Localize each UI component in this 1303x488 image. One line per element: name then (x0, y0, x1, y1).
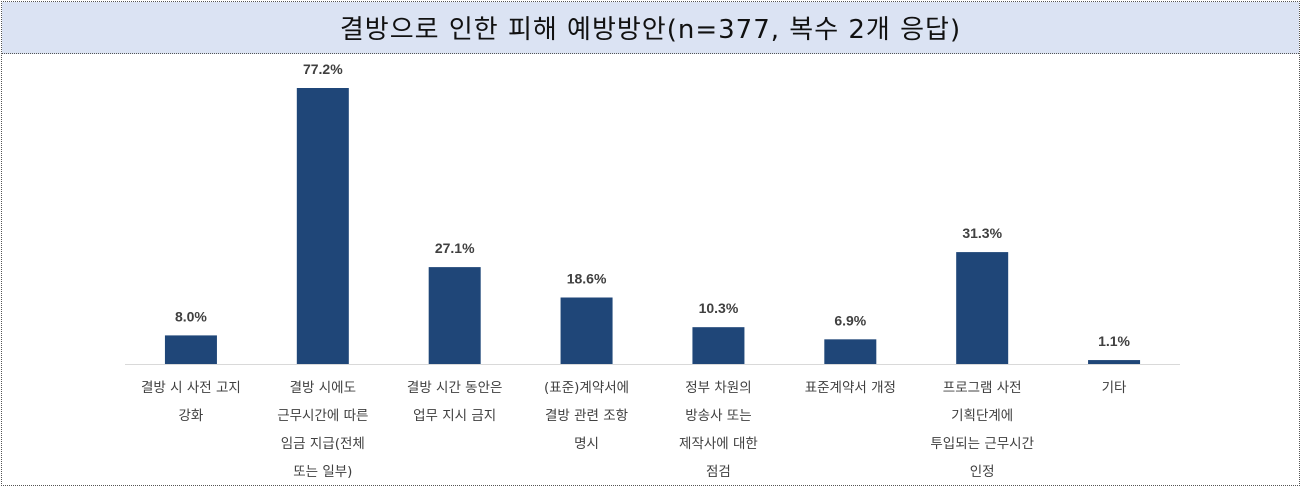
category-label-line: 임금 지급(전체 (281, 436, 365, 452)
category-label-line: 명시 (574, 436, 599, 452)
category-label-line: 표준계약서 개정 (805, 380, 896, 396)
value-label-2: 77.2% (303, 61, 343, 77)
bar-5 (692, 327, 745, 364)
category-label-line: 프로그램 사전 (943, 380, 1022, 396)
bar-6 (824, 339, 877, 364)
category-label-line: 제작사에 대한 (679, 436, 758, 452)
category-label-line: 결방 시간 동안은 (407, 380, 503, 396)
category-label-line: 정부 차원의 (685, 380, 751, 396)
category-label-line: 업무 지시 금지 (413, 408, 496, 424)
category-label-line: 또는 일부) (293, 464, 352, 480)
bar-8 (1088, 360, 1141, 364)
value-label-1: 8.0% (175, 308, 207, 324)
category-label-line: 인정 (970, 464, 995, 480)
value-label-7: 31.3% (962, 225, 1002, 241)
category-label-8: 기타 (1102, 380, 1127, 396)
bar-4 (560, 297, 613, 364)
value-labels-group: 8.0% 77.2% 27.1% 18.6% 10.3% 6.9% 31.3% 1.1% (175, 61, 1131, 349)
category-label-line: 방송사 또는 (685, 408, 751, 424)
category-label-line: 점검 (706, 464, 731, 480)
value-label-8: 1.1% (1098, 333, 1130, 349)
value-label-3: 27.1% (435, 240, 475, 256)
value-label-6: 6.9% (834, 312, 866, 328)
category-label-line: 기타 (1102, 380, 1127, 396)
bar-2 (296, 88, 349, 364)
category-label-line: 결방 시 사전 고지 (141, 380, 241, 396)
category-label-line: 강화 (179, 408, 204, 424)
chart-title: 결방으로 인한 피해 예방방안(n=377, 복수 2개 응답) (339, 15, 962, 45)
category-label-line: 근무시간에 따른 (277, 408, 368, 424)
bar-7 (956, 252, 1009, 364)
value-label-4: 18.6% (567, 271, 607, 287)
category-label-line: 결방 시에도 (290, 380, 356, 396)
value-label-5: 10.3% (699, 300, 739, 316)
title-bar: 결방으로 인한 피해 예방방안(n=377, 복수 2개 응답) (2, 2, 1299, 54)
category-label-line: (표준)계약서에 (544, 380, 629, 396)
bars-group (164, 88, 1141, 364)
category-label-6: 표준계약서 개정 (805, 380, 896, 396)
bar-3 (428, 267, 481, 364)
category-label-line: 기획단계에 (951, 408, 1013, 424)
bar-1 (164, 335, 217, 364)
category-label-line: 결방 관련 조항 (545, 408, 628, 424)
category-label-line: 투입되는 근무시간 (930, 436, 1034, 452)
